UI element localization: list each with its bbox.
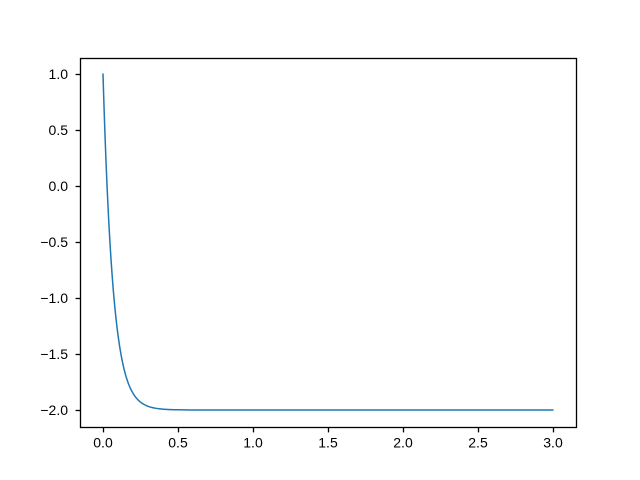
svg-text:0.5: 0.5 (168, 435, 188, 451)
svg-text:0.5: 0.5 (49, 122, 69, 138)
svg-text:−0.5: −0.5 (40, 234, 68, 250)
svg-text:1.0: 1.0 (49, 66, 69, 82)
svg-text:1.5: 1.5 (318, 435, 338, 451)
svg-text:1.0: 1.0 (243, 435, 263, 451)
svg-text:−2.0: −2.0 (40, 402, 68, 418)
svg-text:0.0: 0.0 (93, 435, 113, 451)
svg-text:2.0: 2.0 (393, 435, 413, 451)
svg-text:−1.5: −1.5 (40, 346, 68, 362)
svg-text:0.0: 0.0 (49, 178, 69, 194)
svg-text:2.5: 2.5 (468, 435, 488, 451)
svg-text:−1.0: −1.0 (40, 290, 68, 306)
svg-text:3.0: 3.0 (543, 435, 563, 451)
